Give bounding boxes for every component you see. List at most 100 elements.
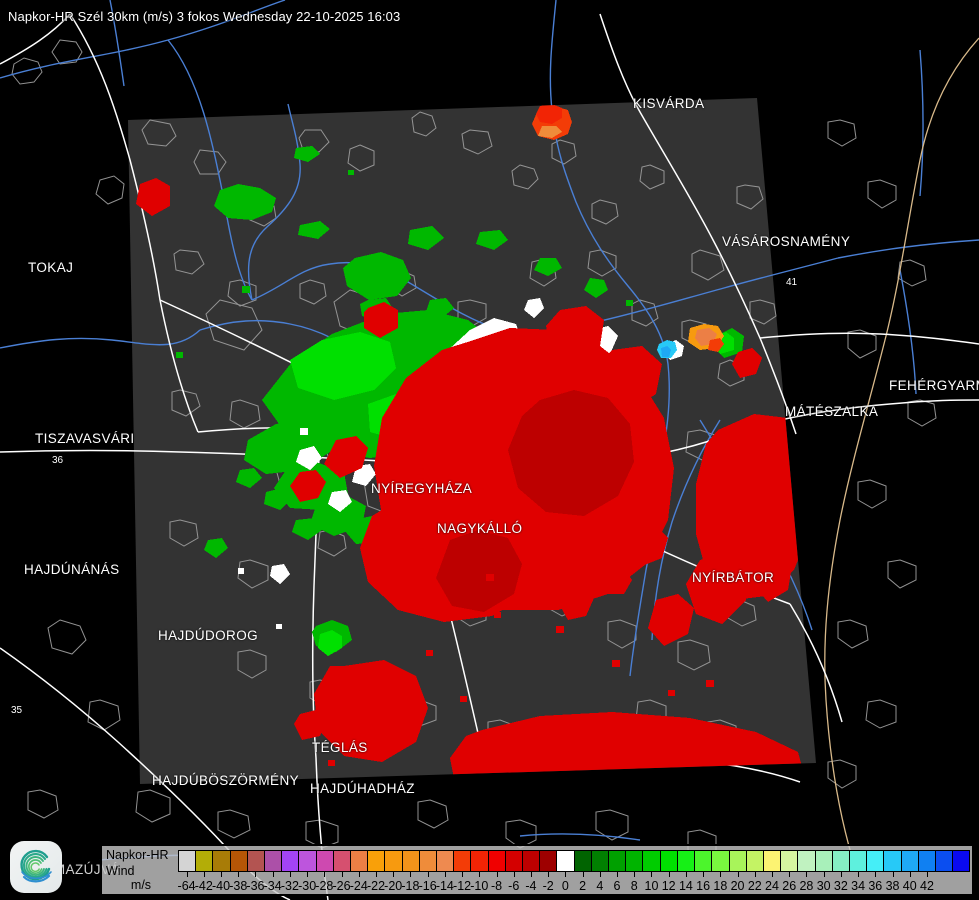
legend-tick-label-30: 16 [696, 879, 711, 893]
legend-swatch-15[interactable] [437, 851, 455, 871]
legend-swatch-41[interactable] [884, 851, 902, 871]
legend-swatch-32[interactable] [729, 851, 747, 871]
legend-swatch-27[interactable] [643, 851, 661, 871]
legend-swatch-31[interactable] [712, 851, 730, 871]
legend-tickmark-41 [892, 872, 894, 877]
legend-tickmark-13 [410, 872, 412, 877]
legend-tickmark-37 [823, 872, 825, 877]
legend-tick-label-20: -4 [525, 879, 537, 893]
legend-swatch-34[interactable] [763, 851, 782, 871]
legend-tickmark-26 [634, 872, 636, 877]
brand-logo[interactable] [10, 841, 66, 897]
legend-swatch-3[interactable] [230, 851, 248, 871]
legend-swatch-12[interactable] [385, 851, 403, 871]
legend-tickmark-28 [668, 872, 670, 877]
legend-swatch-23[interactable] [574, 851, 592, 871]
legend-swatch-37[interactable] [815, 851, 833, 871]
legend-tickmark-8 [324, 872, 326, 877]
legend-tickmark-25 [617, 872, 619, 877]
legend-swatch-2[interactable] [213, 851, 231, 871]
legend-tick-label-6: -32 [280, 879, 299, 893]
legend-swatch-30[interactable] [695, 851, 713, 871]
legend-swatch-21[interactable] [540, 851, 558, 871]
legend-tick-label-35: 26 [782, 879, 797, 893]
legend-swatch-43[interactable] [918, 851, 936, 871]
legend-swatch-22[interactable] [557, 851, 575, 871]
road-number-35: 35 [11, 705, 23, 716]
legend-swatch-4[interactable] [247, 851, 266, 871]
legend-tick-label-13: -18 [401, 879, 420, 893]
legend-swatch-6[interactable] [282, 851, 300, 871]
legend-tickmark-35 [789, 872, 791, 877]
legend-swatch-19[interactable] [505, 851, 524, 871]
legend-tickmark-11 [376, 872, 377, 877]
road-number-41: 41 [786, 277, 798, 288]
legend-swatch-29[interactable] [677, 851, 696, 871]
legend-swatch-16[interactable] [454, 851, 472, 871]
legend-tick-label-4: -36 [246, 879, 265, 893]
echo-scattered [176, 170, 714, 766]
echo-orange-cell [532, 104, 572, 140]
legend-tickmark-34 [772, 872, 773, 877]
legend-tickmark-30 [703, 872, 705, 877]
legend-swatch-25[interactable] [609, 851, 627, 871]
echo-dark-red [436, 390, 634, 612]
legend-swatch-45[interactable] [953, 851, 970, 871]
legend-site-name: Napkor-HR [106, 848, 169, 862]
legend-tickmark-0 [186, 872, 188, 877]
legend-tick-label-19: -6 [508, 879, 520, 893]
legend-tick-label-39: 34 [851, 879, 866, 893]
legend-swatch-5[interactable] [265, 851, 283, 871]
legend-tick-label-16: -12 [453, 879, 472, 893]
legend-tick-label-12: -20 [384, 879, 403, 893]
legend-swatches[interactable] [178, 850, 970, 872]
legend-swatch-13[interactable] [402, 851, 420, 871]
legend-tick-label-18: -8 [490, 879, 503, 893]
legend-swatch-14[interactable] [419, 851, 438, 871]
legend-tickmark-43 [926, 872, 928, 877]
legend-tickmark-18 [496, 872, 498, 877]
legend-tick-label-38: 32 [833, 879, 848, 893]
legend-tickmark-14 [427, 872, 429, 877]
legend-swatch-36[interactable] [798, 851, 816, 871]
legend-ticks: -64 -42 -40 -38 -36 -34 -32 -30 -28 -26 -24 -22 -20-… [178, 872, 970, 894]
legend-tickmark-38 [840, 872, 842, 877]
legend-tick-label-24: 4 [596, 879, 604, 893]
logo-tile [10, 841, 62, 893]
legend-tick-label-10: -24 [349, 879, 368, 893]
legend-swatch-0[interactable] [179, 851, 197, 871]
legend-swatch-39[interactable] [849, 851, 868, 871]
legend-tick-label-32: 20 [730, 879, 745, 893]
legend-swatch-33[interactable] [746, 851, 764, 871]
legend-swatch-24[interactable] [591, 851, 610, 871]
legend-swatch-1[interactable] [196, 851, 214, 871]
legend-tick-label-42: 40 [902, 879, 917, 893]
legend-tickmark-36 [806, 872, 808, 877]
legend-swatch-20[interactable] [523, 851, 541, 871]
legend-tickmark-24 [599, 872, 601, 877]
legend-swatch-38[interactable] [832, 851, 850, 871]
legend-swatch-17[interactable] [471, 851, 489, 871]
legend-tickmark-19 [513, 872, 515, 877]
legend-tick-label-8: -28 [315, 879, 334, 893]
legend-tick-label-36: 28 [799, 879, 814, 893]
legend-swatch-40[interactable] [867, 851, 885, 871]
legend-swatch-8[interactable] [316, 851, 334, 871]
legend-swatch-9[interactable] [333, 851, 352, 871]
legend-swatch-28[interactable] [660, 851, 678, 871]
legend-tick-label-28: 12 [661, 879, 676, 893]
legend-swatch-18[interactable] [488, 851, 506, 871]
legend-swatch-42[interactable] [901, 851, 919, 871]
legend-tick-label-0: -64 [177, 879, 196, 893]
legend-swatch-11[interactable] [368, 851, 386, 871]
legend-swatch-7[interactable] [299, 851, 317, 871]
legend-tickmark-21 [548, 872, 550, 877]
legend-swatch-26[interactable] [626, 851, 644, 871]
legend-swatch-10[interactable] [351, 851, 369, 871]
legend-swatch-44[interactable] [935, 851, 954, 871]
legend-swatch-35[interactable] [781, 851, 799, 871]
legend-tick-label-33: 22 [747, 879, 762, 893]
